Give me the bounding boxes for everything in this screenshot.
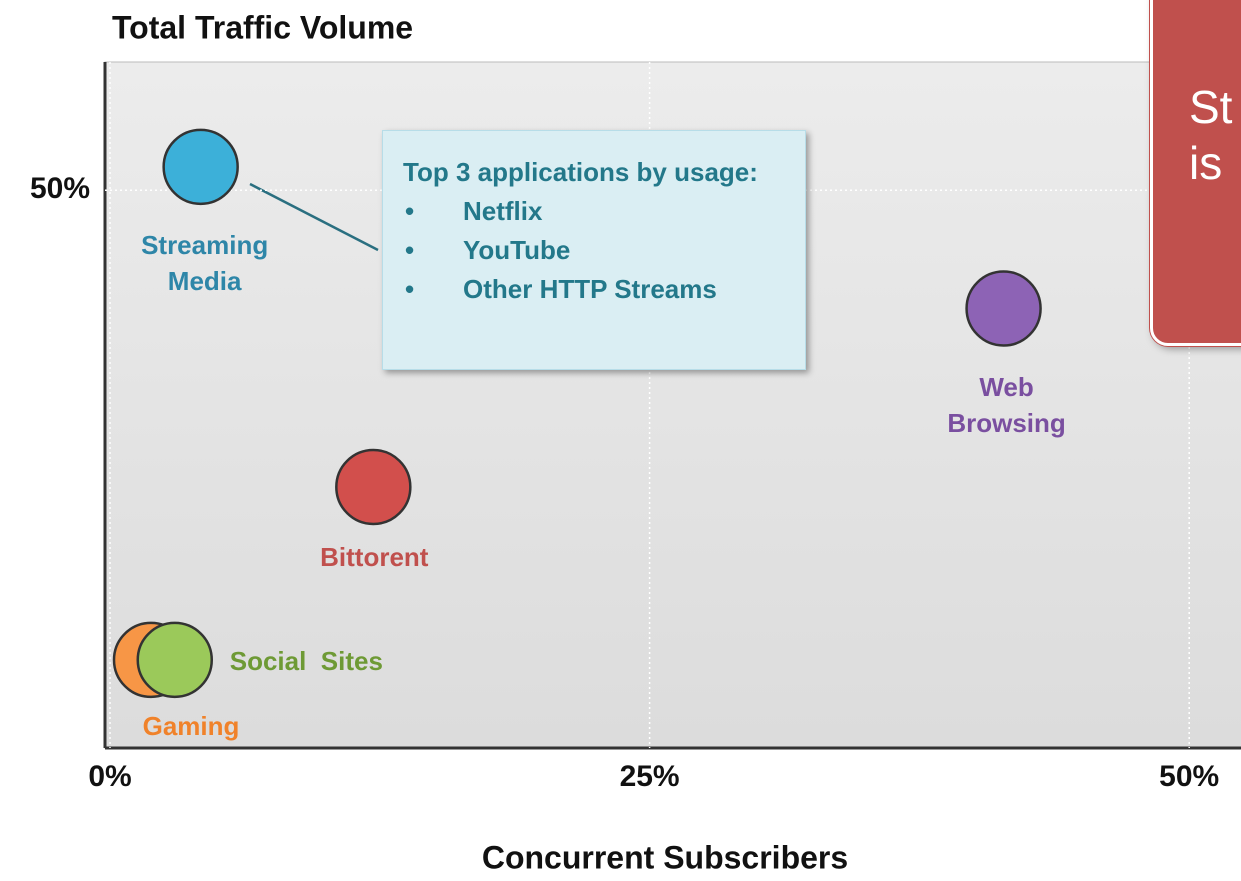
bubble	[136, 621, 214, 699]
callout: Top 3 applications by usage: NetflixYouT…	[382, 130, 806, 370]
callout-connector	[249, 182, 379, 252]
bubble	[965, 270, 1042, 347]
banner-text: St	[1189, 81, 1233, 133]
chart-title: Total Traffic Volume	[112, 9, 413, 45]
y-tick-label: 50%	[30, 172, 90, 205]
point-label: Gaming	[142, 710, 240, 741]
callout-item: Other HTTP Streams	[403, 270, 785, 309]
callout-title: Top 3 applications by usage:	[403, 157, 758, 187]
callout-item: YouTube	[403, 231, 785, 270]
x-tick-label: 50%	[1159, 760, 1219, 793]
point-label: Streaming Media	[141, 229, 269, 296]
x-tick-label: 0%	[88, 760, 131, 793]
point-label: Social Sites	[229, 645, 383, 676]
point-label: Bittorent	[320, 541, 429, 572]
callout-item: Netflix	[403, 192, 785, 231]
bubble	[162, 128, 239, 206]
point-label: Web Browsing	[947, 371, 1066, 438]
x-axis-label: Concurrent Subscribers	[482, 839, 848, 875]
banner-text: is	[1189, 137, 1223, 189]
bubble	[335, 448, 412, 526]
x-tick-label: 25%	[620, 760, 680, 793]
banner: St is	[1150, 0, 1241, 346]
